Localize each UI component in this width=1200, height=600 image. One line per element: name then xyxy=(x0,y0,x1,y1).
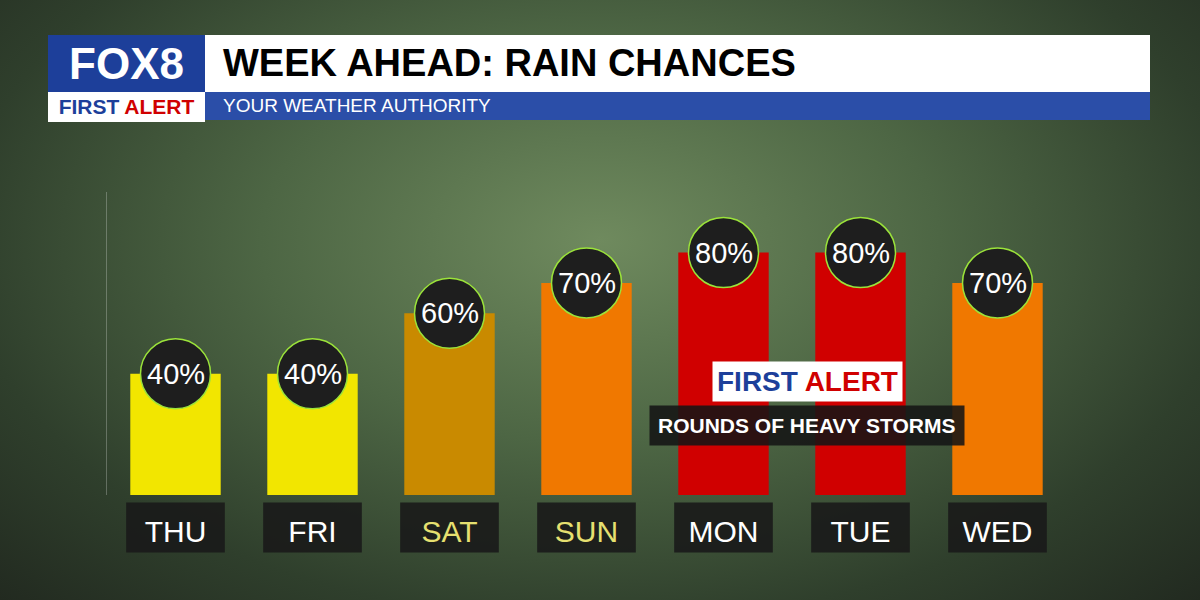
svg-text:FIRST ALERT: FIRST ALERT xyxy=(717,366,898,397)
svg-text:70%: 70% xyxy=(969,267,1027,299)
svg-text:40%: 40% xyxy=(147,358,205,390)
html-text:FIRST ALERT: FIRST ALERT xyxy=(58,95,195,118)
svg-text:TUE: TUE xyxy=(831,515,891,548)
svg-text:60%: 60% xyxy=(421,297,479,329)
svg-text:80%: 80% xyxy=(832,237,890,269)
svg-text:FRI: FRI xyxy=(288,515,336,548)
svg-text:THU: THU xyxy=(145,515,207,548)
svg-text:SAT: SAT xyxy=(421,515,477,548)
svg-text:80%: 80% xyxy=(695,237,753,269)
svg-text:SUN: SUN xyxy=(555,515,618,548)
html-text:WEEK AHEAD: RAIN CHANCES: WEEK AHEAD: RAIN CHANCES xyxy=(223,42,796,84)
html-text:YOUR WEATHER AUTHORITY: YOUR WEATHER AUTHORITY xyxy=(223,95,491,116)
svg-text:40%: 40% xyxy=(284,358,342,390)
svg-text:WED: WED xyxy=(963,515,1033,548)
svg-text:ROUNDS OF HEAVY STORMS: ROUNDS OF HEAVY STORMS xyxy=(658,414,956,437)
svg-text:MON: MON xyxy=(689,515,759,548)
svg-text:70%: 70% xyxy=(558,267,616,299)
html-text:FOX8: FOX8 xyxy=(69,39,184,88)
